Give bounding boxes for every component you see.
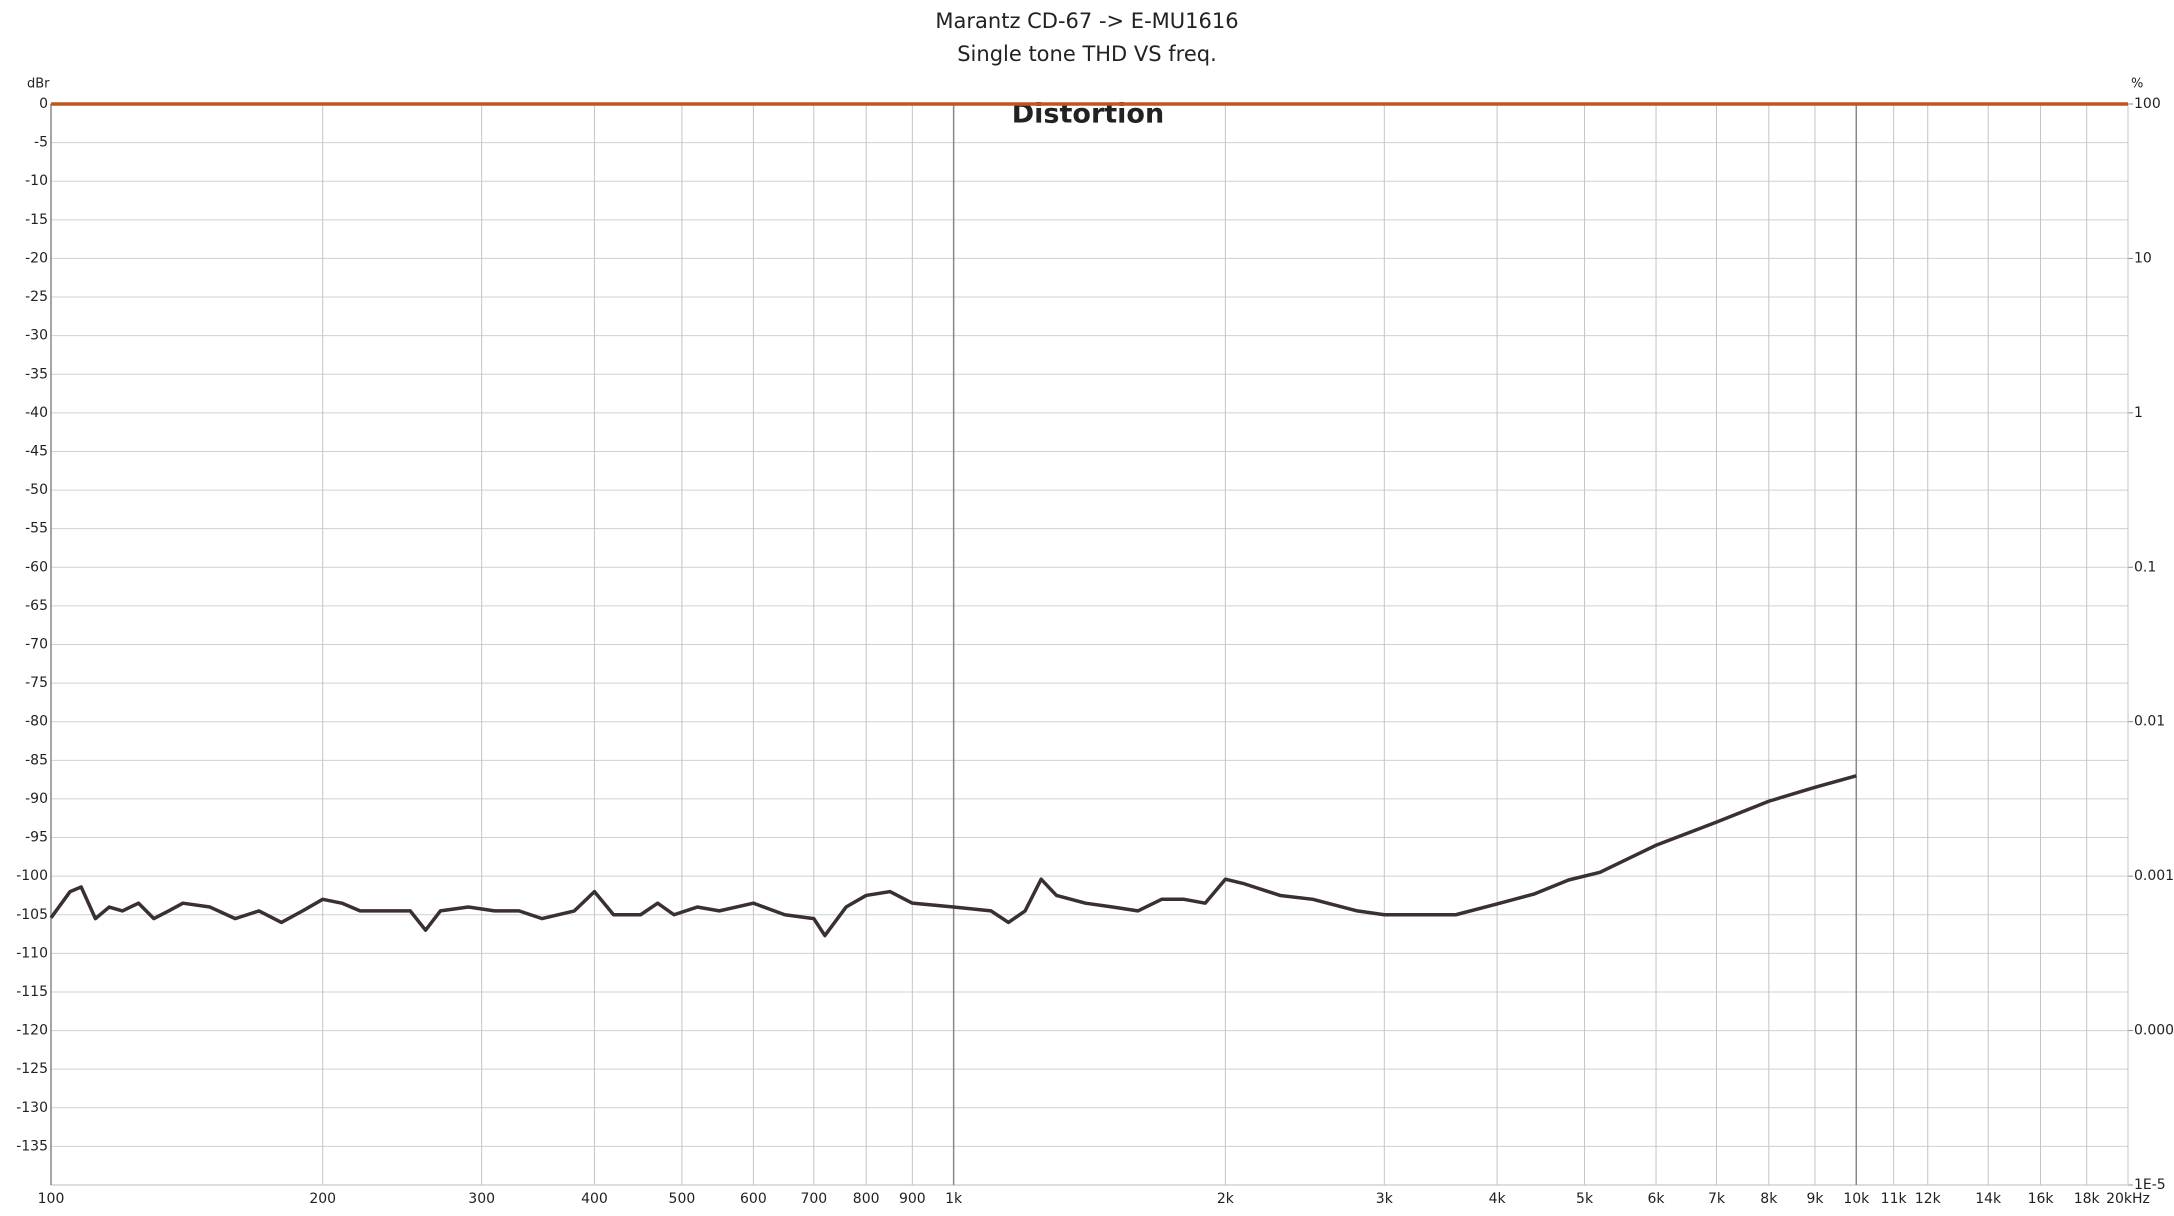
y-tick-label: -120 (16, 1023, 48, 1039)
y2-tick-label: 1E-5 (2134, 1177, 2166, 1193)
x-tick-label: 5k (1576, 1191, 1594, 1207)
y2-tick-label: 0.001 (2134, 868, 2174, 884)
y-tick-label: -15 (25, 212, 48, 228)
y-tick-label: -90 (25, 791, 48, 807)
x-tick-label: 7k (1708, 1191, 1726, 1207)
y2-tick-label: 0.01 (2134, 714, 2165, 730)
x-tick-label: 700 (800, 1191, 827, 1207)
x-tick-label: 16k (2028, 1191, 2055, 1207)
y-tick-label: -85 (25, 752, 48, 768)
x-tick-label: 100 (38, 1191, 65, 1207)
x-tick-label: 11k (1881, 1191, 1908, 1207)
y2-tick-label: 1 (2134, 405, 2143, 421)
x-tick-label: 12k (1915, 1191, 1942, 1207)
y-tick-label: 0 (39, 96, 48, 112)
x-tick-label: 6k (1648, 1191, 1666, 1207)
y-tick-label: -100 (16, 868, 48, 884)
x-tick-label: 18k (2074, 1191, 2101, 1207)
y-tick-label: -65 (25, 598, 48, 614)
y-tick-label: -35 (25, 366, 48, 382)
y2-tick-label: 10 (2134, 250, 2152, 266)
data-line (49, 774, 1857, 938)
x-tick-label: 300 (468, 1191, 495, 1207)
y-tick-label: -25 (25, 289, 48, 305)
chart-title: Marantz CD-67 -> E-MU1616 (935, 9, 1238, 33)
y-tick-label: -135 (16, 1138, 48, 1154)
x-tick-label: 500 (669, 1191, 696, 1207)
x-tick-label: 20kHz (2106, 1191, 2150, 1207)
x-tick-label: 3k (1376, 1191, 1394, 1207)
x-tick-label: 8k (1760, 1191, 1778, 1207)
y-tick-label: -95 (25, 830, 48, 846)
x-tick-label: 9k (1806, 1191, 1824, 1207)
y-tick-label: -115 (16, 984, 48, 1000)
y-tick-label: -60 (25, 559, 48, 575)
x-tick-label: 10k (1843, 1191, 1870, 1207)
x-tick-label: 1k (945, 1191, 963, 1207)
y-tick-label: -45 (25, 443, 48, 459)
x-tick-label: 900 (899, 1191, 926, 1207)
x-tick-label: 2k (1217, 1191, 1235, 1207)
y-tick-label: -110 (16, 945, 48, 961)
y-tick-label: -50 (25, 482, 48, 498)
y-tick-label: -20 (25, 250, 48, 266)
y-tick-label: -125 (16, 1061, 48, 1077)
x-tick-label: 600 (740, 1191, 767, 1207)
y-tick-label: -10 (25, 173, 48, 189)
x-tick-label: 4k (1489, 1191, 1507, 1207)
y-tick-label: -105 (16, 907, 48, 923)
x-tick-label: 14k (1975, 1191, 2002, 1207)
y-tick-label: -40 (25, 405, 48, 421)
x-tick-label: 800 (853, 1191, 880, 1207)
y2-tick-label: 100 (2134, 96, 2161, 112)
y-tick-label: -5 (34, 135, 48, 151)
y2-axis-label: % (2131, 77, 2143, 92)
y-tick-label: -80 (25, 714, 48, 730)
x-tick-label: 200 (309, 1191, 336, 1207)
y-tick-label: -70 (25, 637, 48, 653)
y-tick-label: -75 (25, 675, 48, 691)
y-tick-label: -130 (16, 1100, 48, 1116)
y-tick-label: -30 (25, 328, 48, 344)
y-tick-label: -55 (25, 521, 48, 537)
y2-tick-label: 0.1 (2134, 559, 2156, 575)
y-axis-label: dBr (27, 77, 50, 92)
x-tick-label: 400 (581, 1191, 608, 1207)
chart-subtitle: Single tone THD VS freq. (957, 42, 1217, 66)
